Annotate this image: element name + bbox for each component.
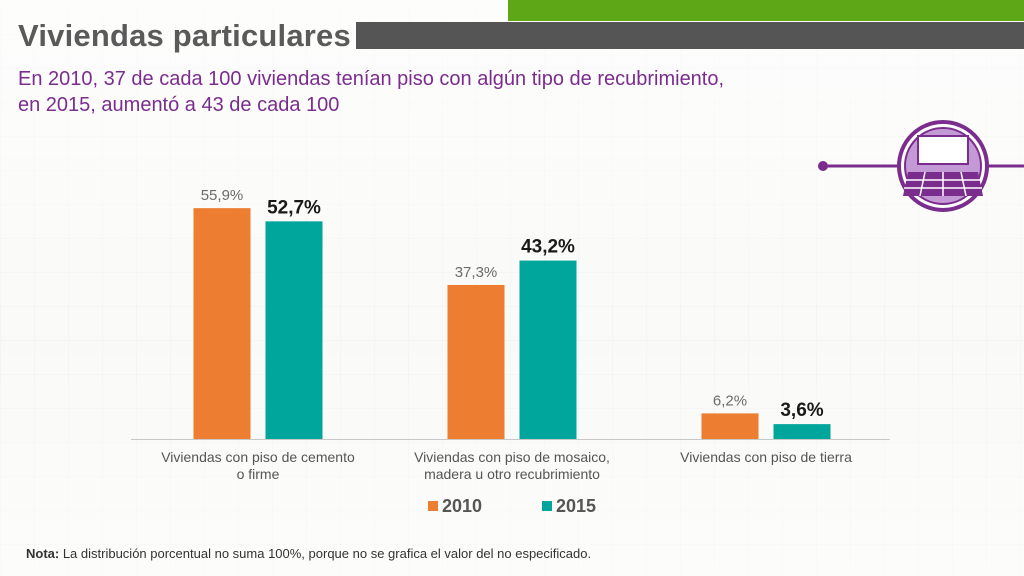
page-subtitle: En 2010, 37 de cada 100 viviendas tenían…	[18, 66, 818, 118]
category-label-2-line-0: Viviendas con piso de tierra	[680, 449, 852, 465]
bar-2015-cat-1	[519, 260, 577, 439]
page-title: Viviendas particulares	[18, 18, 351, 53]
bar-2010-cat-2	[701, 413, 759, 439]
bar-2015-cat-0	[265, 221, 323, 439]
subtitle-line-2: en 2015, aumentó a 43 de cada 100	[18, 94, 340, 116]
subtitle-line-1: En 2010, 37 de cada 100 viviendas tenían…	[18, 68, 725, 90]
bars-layer	[193, 208, 831, 439]
legend-label-2010: 2010	[442, 496, 482, 516]
category-label-1-line-1: madera u otro recubrimiento	[424, 466, 600, 482]
icon-connector-dot	[818, 161, 828, 171]
bar-2010-cat-0	[193, 208, 251, 439]
bar-2015-cat-2	[773, 424, 831, 439]
legend-swatch-2010	[428, 501, 438, 511]
category-label-0-line-1: o firme	[237, 466, 280, 482]
floor-tiles-icon	[897, 120, 989, 212]
value-label-2015-cat-2: 3,6%	[780, 400, 823, 421]
bar-2010-cat-1	[447, 284, 505, 439]
category-label-1-line-0: Viviendas con piso de mosaico,	[414, 449, 610, 465]
value-labels-layer: 55,9% 37,3% 6,2% 52,7% 43,2% 3,6%	[201, 187, 824, 421]
floor-icon-group	[818, 120, 1024, 212]
value-label-2010-cat-0: 55,9%	[201, 187, 244, 204]
footnote-text: La distribución porcentual no suma 100%,…	[59, 546, 592, 561]
category-label-0-line-0: Viviendas con piso de cemento	[161, 449, 355, 465]
value-label-2010-cat-1: 37,3%	[455, 264, 498, 281]
legend: 2010 2015	[428, 496, 596, 516]
footnote-label: Nota:	[26, 546, 60, 561]
value-label-2015-cat-1: 43,2%	[521, 237, 575, 258]
header-green-band	[508, 0, 1024, 21]
footnote: Nota: La distribución porcentual no suma…	[26, 546, 591, 561]
legend-swatch-2015	[542, 501, 552, 511]
header-gray-band	[356, 22, 1024, 49]
value-label-2010-cat-2: 6,2%	[713, 392, 747, 409]
legend-label-2015: 2015	[556, 496, 596, 516]
value-label-2015-cat-0: 52,7%	[267, 197, 321, 218]
